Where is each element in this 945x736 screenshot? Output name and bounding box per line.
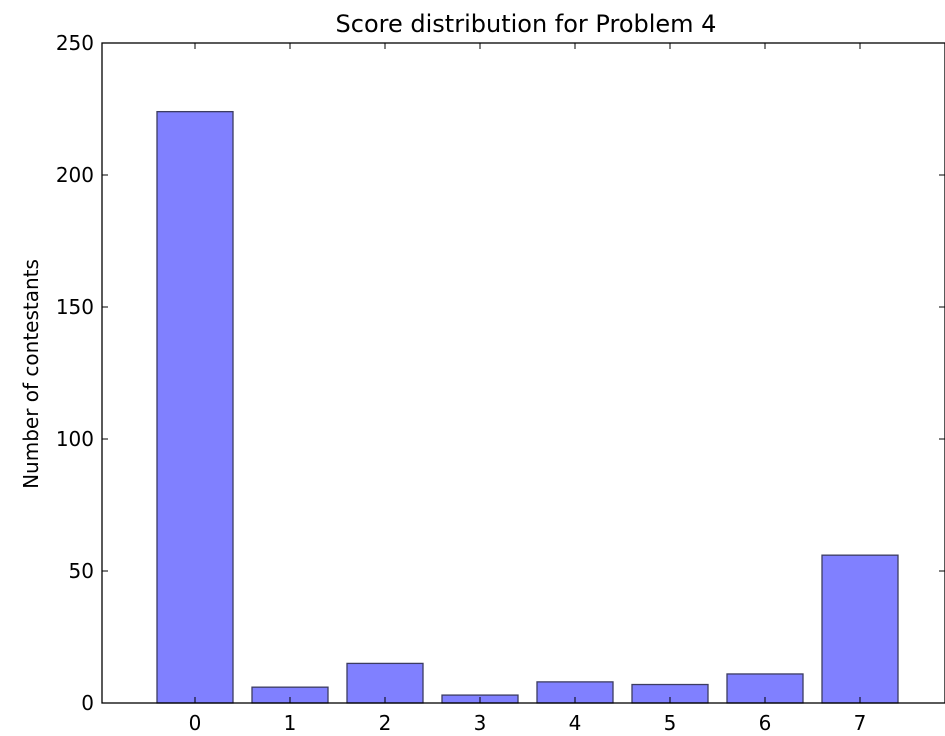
x-tick-label: 0 xyxy=(189,711,202,735)
x-tick-label: 4 xyxy=(569,711,582,735)
x-tick-label: 5 xyxy=(664,711,677,735)
bar-score-0 xyxy=(156,110,234,704)
bars-layer xyxy=(156,110,899,704)
y-tick-label: 0 xyxy=(81,691,94,715)
plot-frame xyxy=(101,42,945,704)
y-tick-label: 50 xyxy=(69,559,94,583)
y-tick-label: 200 xyxy=(56,163,94,187)
chart-title: Score distribution for Problem 4 xyxy=(336,10,717,38)
ticks-layer: 0 1 2 3 4 5 6 7 0 50 100 150 200 250 xyxy=(56,31,945,735)
y-tick-label: 250 xyxy=(56,31,94,55)
x-tick-label: 7 xyxy=(854,711,867,735)
y-tick-label: 100 xyxy=(56,427,94,451)
bar-score-7 xyxy=(821,554,899,704)
x-tick-label: 6 xyxy=(759,711,772,735)
x-tick-label: 1 xyxy=(284,711,297,735)
bar-score-2 xyxy=(346,662,424,704)
y-tick-label: 150 xyxy=(56,295,94,319)
x-tick-label: 3 xyxy=(474,711,487,735)
y-axis-label: Number of contestants xyxy=(19,259,43,489)
x-tick-label: 2 xyxy=(379,711,392,735)
